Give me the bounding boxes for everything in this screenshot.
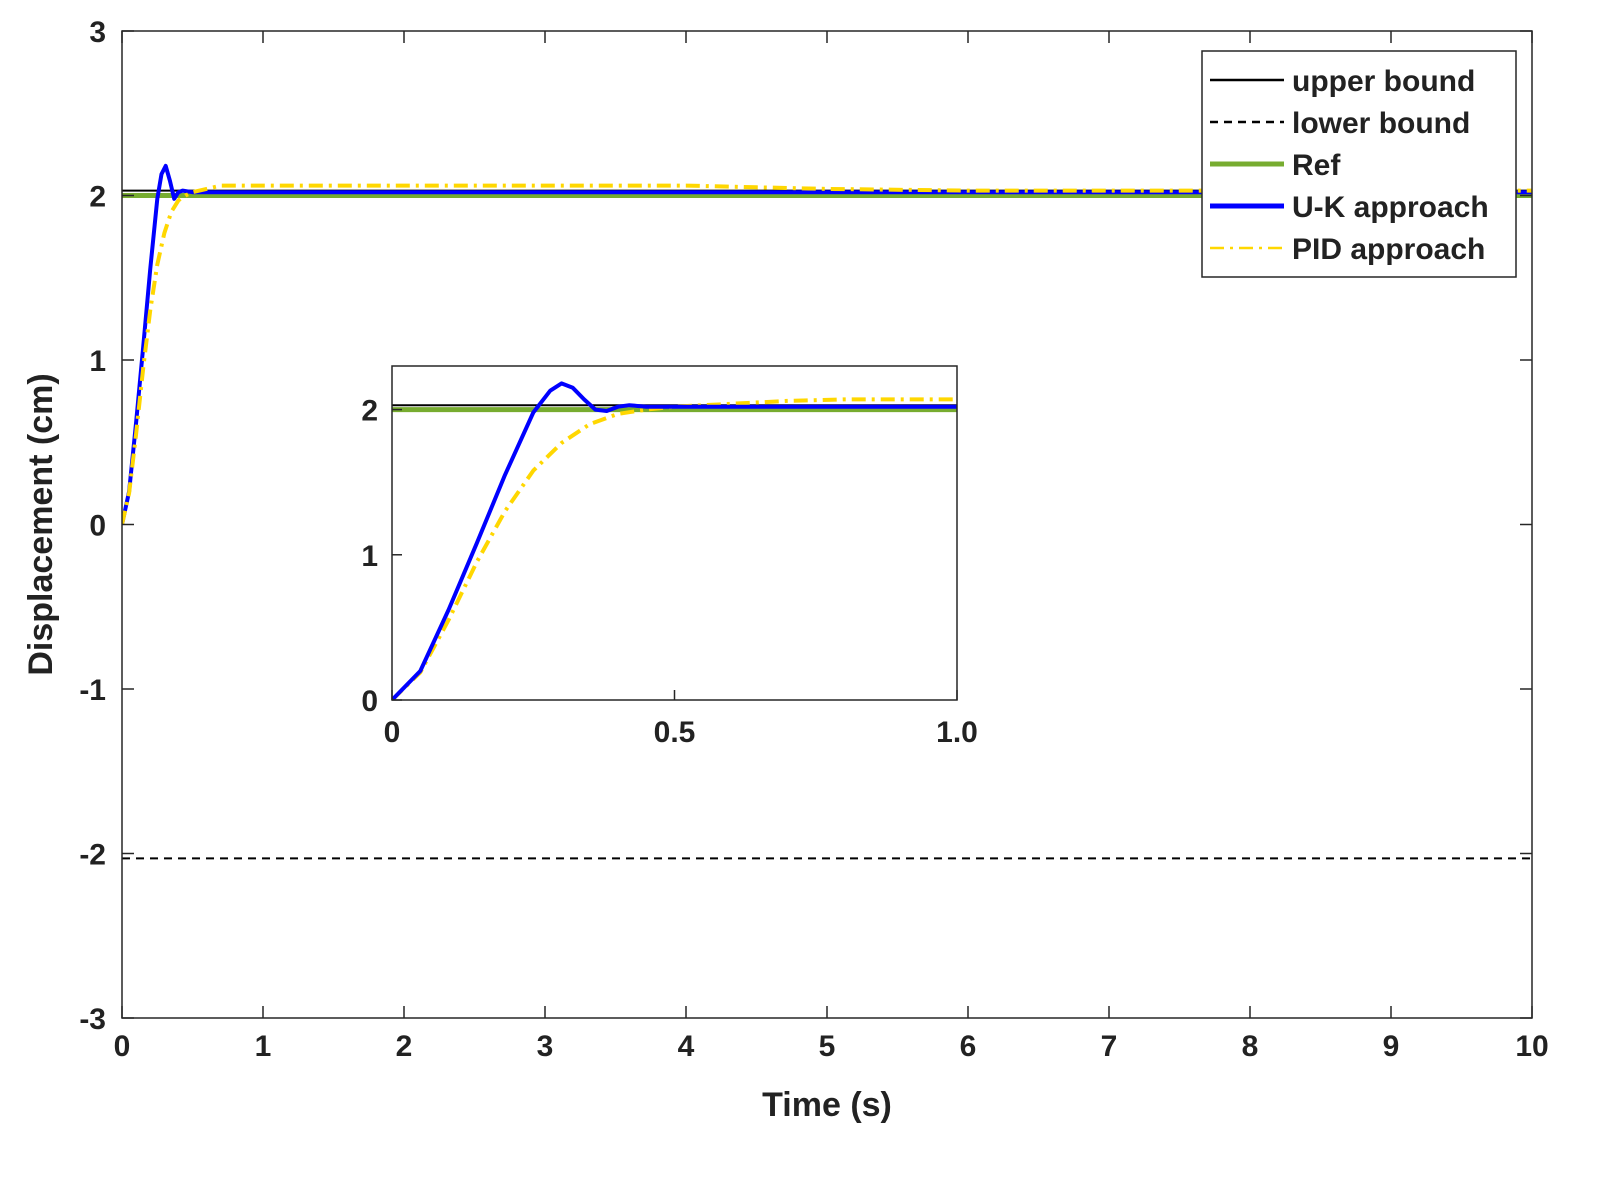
inset-ytick-label: 1 xyxy=(361,540,378,573)
main-ytick-label: 2 xyxy=(89,181,106,214)
main-y-axis-label: Displacement (cm) xyxy=(22,373,60,675)
inset-series-u-k-approach xyxy=(392,381,957,700)
legend-label-lower-bound: lower bound xyxy=(1292,107,1470,140)
legend-label-pid-approach: PID approach xyxy=(1292,233,1485,266)
main-xtick-label: 2 xyxy=(396,1030,413,1063)
legend-label-u-k-approach: U-K approach xyxy=(1292,191,1489,224)
main-ytick-label: -1 xyxy=(79,674,106,707)
main-xtick-label: 4 xyxy=(678,1030,695,1063)
legend-label-ref: Ref xyxy=(1292,149,1341,182)
main-xtick-label: 0 xyxy=(114,1030,131,1063)
inset-xtick-label: 1.0 xyxy=(936,716,978,749)
main-xtick-label: 10 xyxy=(1515,1030,1548,1063)
main-ytick-label: 3 xyxy=(89,16,106,49)
inset-xtick-label: 0 xyxy=(384,716,401,749)
main-ytick-label: -2 xyxy=(79,839,106,872)
main-ytick-label: 0 xyxy=(89,510,106,543)
main-xtick-label: 8 xyxy=(1242,1030,1259,1063)
main-xtick-label: 3 xyxy=(537,1030,554,1063)
inset-plot: 0 0.5 1.0 0 1 2 xyxy=(361,365,978,749)
inset-series-group xyxy=(392,381,957,700)
inset-plot-area xyxy=(392,366,957,700)
main-xtick-label: 5 xyxy=(819,1030,836,1063)
main-xtick-label: 9 xyxy=(1383,1030,1400,1063)
main-x-axis-label: Time (s) xyxy=(762,1086,892,1124)
inset-xtick-label: 0.5 xyxy=(654,716,696,749)
main-xtick-label: 1 xyxy=(255,1030,272,1063)
legend: upper bound lower bound Ref U-K approach PID… xyxy=(1201,50,1517,278)
main-series-pid-approach xyxy=(122,183,1532,525)
inset-ytick-label: 2 xyxy=(361,395,378,428)
inset-ytick-label: 0 xyxy=(361,685,378,718)
main-xtick-label: 7 xyxy=(1101,1030,1118,1063)
main-xtick-label: 6 xyxy=(960,1030,977,1063)
main-ytick-label: 1 xyxy=(89,345,106,378)
inset-series-pid-approach xyxy=(392,397,957,700)
legend-label-upper-bound: upper bound xyxy=(1292,65,1475,98)
main-ytick-label: -3 xyxy=(79,1003,106,1036)
